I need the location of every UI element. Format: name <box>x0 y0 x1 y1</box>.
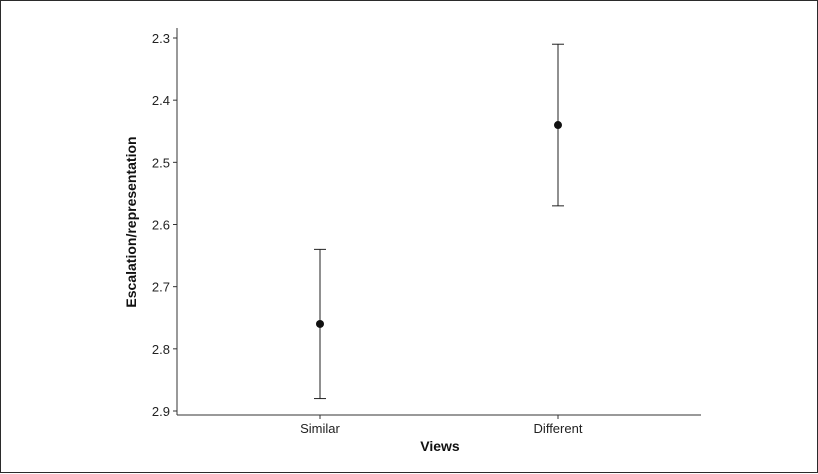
y-tick-label: 2.9 <box>152 404 170 419</box>
x-ticks: Similar Different <box>300 415 583 436</box>
y-tick-label: 2.6 <box>152 218 170 233</box>
data-point <box>554 121 562 130</box>
y-tick-label: 2.5 <box>152 155 170 170</box>
x-axis-title: Views <box>420 438 460 454</box>
x-tick-label: Different <box>534 421 583 436</box>
data-point <box>316 319 324 328</box>
y-tick-label: 2.3 <box>152 31 170 46</box>
y-axis-title: Escalation/representation <box>123 136 139 307</box>
data-marks <box>314 43 564 400</box>
x-tick-label: Similar <box>300 421 340 436</box>
y-tick-label: 2.4 <box>152 93 170 108</box>
y-ticks: 2.3 2.4 2.5 2.6 2.7 2.8 2.9 <box>152 31 177 419</box>
y-tick-label: 2.7 <box>152 280 170 295</box>
y-tick-label: 2.8 <box>152 342 170 357</box>
